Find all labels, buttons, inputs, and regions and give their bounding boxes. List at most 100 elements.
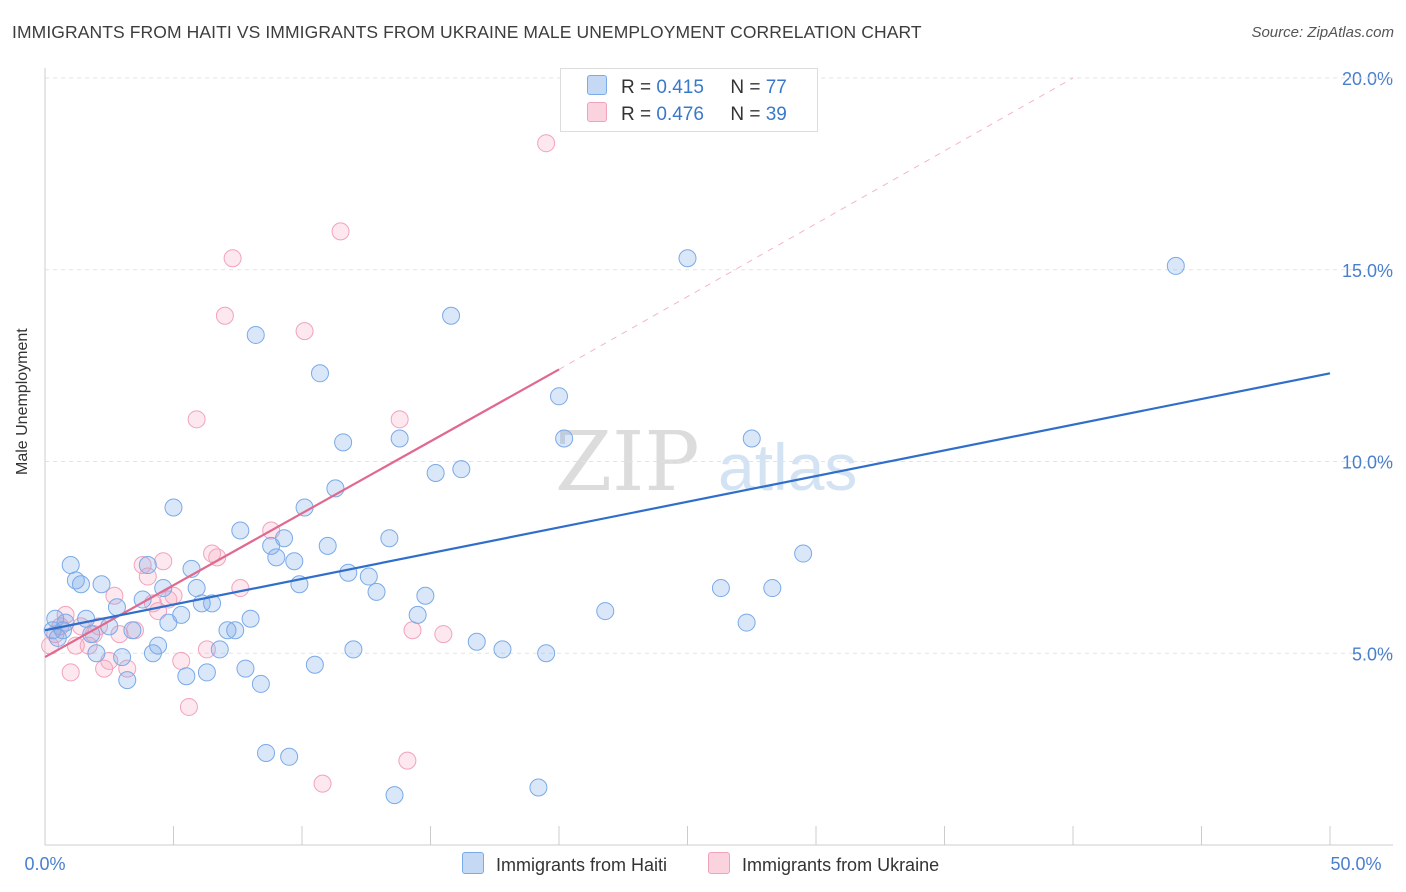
- haiti-point: [493, 640, 512, 659]
- watermark-zip: ZIP: [555, 415, 700, 510]
- haiti-point: [555, 429, 574, 448]
- haiti-point: [77, 609, 96, 628]
- haiti-point: [187, 579, 206, 598]
- haiti-point: [426, 464, 445, 483]
- haiti-point: [334, 433, 353, 452]
- haiti-r-label: R =: [621, 77, 652, 98]
- ukraine-point: [61, 663, 80, 682]
- haiti-point: [177, 667, 196, 686]
- haiti-point: [231, 521, 250, 540]
- haiti-point: [442, 306, 461, 325]
- haiti-point: [197, 663, 216, 682]
- ukraine-point: [390, 410, 409, 429]
- haiti-point: [339, 563, 358, 582]
- x-tick-label-max: 50.0%: [1330, 854, 1381, 874]
- haiti-point: [310, 364, 329, 383]
- haiti-point: [56, 613, 75, 632]
- haiti-point: [380, 529, 399, 548]
- ukraine-point: [79, 636, 98, 655]
- ukraine-point: [295, 322, 314, 341]
- ukraine-point: [398, 751, 417, 770]
- ukraine-point: [537, 134, 556, 153]
- ukraine-point: [313, 774, 332, 793]
- haiti-point: [236, 659, 255, 678]
- haiti-point: [305, 655, 324, 674]
- haiti-n-label: N =: [730, 77, 761, 98]
- ukraine-legend-label: Immigrants from Ukraine: [742, 855, 940, 875]
- haiti-point: [344, 640, 363, 659]
- ukraine-point: [56, 605, 75, 624]
- haiti-point: [123, 621, 142, 640]
- haiti-point: [251, 674, 270, 693]
- haiti-point: [138, 556, 157, 575]
- ukraine-point: [231, 579, 250, 598]
- haiti-point: [285, 552, 304, 571]
- haiti-point: [246, 325, 265, 344]
- haiti-n-value: 77: [765, 77, 787, 98]
- haiti-point: [71, 575, 90, 594]
- haiti-point: [742, 429, 761, 448]
- ukraine-n-label: N =: [730, 104, 761, 125]
- y-tick-label: 20.0%: [1342, 69, 1393, 89]
- ukraine-legend-swatch: [708, 852, 731, 874]
- haiti-point: [390, 429, 409, 448]
- haiti-point: [416, 586, 435, 605]
- stats-legend: R = 0.415 N = 77 R = 0.476 N = 39: [560, 68, 818, 132]
- haiti-point: [359, 567, 378, 586]
- ukraine-r-value: 0.476: [656, 104, 704, 125]
- ukraine-trend-line: [44, 368, 560, 659]
- haiti-point: [87, 644, 106, 663]
- y-tick-label: 15.0%: [1342, 261, 1393, 281]
- haiti-point: [737, 613, 756, 632]
- haiti-point: [763, 579, 782, 598]
- haiti-legend-swatch: [462, 852, 484, 874]
- watermark-atlas: atlas: [718, 430, 857, 504]
- haiti-point: [210, 640, 229, 659]
- haiti-point: [537, 644, 556, 663]
- ukraine-point: [179, 697, 198, 716]
- haiti-point: [711, 579, 730, 598]
- haiti-point: [385, 786, 404, 805]
- haiti-point: [203, 594, 222, 613]
- legend-item-haiti[interactable]: Immigrants from Haiti: [462, 852, 667, 876]
- ukraine-point: [154, 552, 173, 571]
- haiti-point: [596, 602, 615, 621]
- haiti-point: [61, 556, 80, 575]
- haiti-point: [408, 605, 427, 624]
- ukraine-point: [223, 249, 242, 268]
- haiti-point: [267, 548, 286, 567]
- haiti-point: [678, 249, 697, 268]
- source-label: Source: ZipAtlas.com: [1251, 24, 1394, 41]
- haiti-point: [257, 743, 276, 762]
- ukraine-n-value: 39: [765, 104, 787, 125]
- haiti-point: [550, 387, 568, 406]
- haiti-point: [275, 529, 294, 548]
- haiti-point: [318, 536, 337, 555]
- y-tick-label: 5.0%: [1352, 644, 1393, 664]
- haiti-point: [164, 498, 183, 517]
- haiti-point: [367, 582, 386, 601]
- ukraine-point: [434, 625, 453, 644]
- haiti-point: [280, 747, 299, 766]
- ukraine-point: [172, 651, 191, 670]
- haiti-point: [794, 544, 813, 563]
- ukraine-point: [133, 556, 152, 575]
- ukraine-point: [187, 410, 206, 429]
- haiti-legend-label: Immigrants from Haiti: [496, 855, 668, 875]
- ukraine-point: [208, 548, 227, 567]
- legend-row-haiti: R = 0.415 N = 77: [587, 75, 787, 99]
- ukraine-point: [197, 640, 216, 659]
- chart-title: IMMIGRANTS FROM HAITI VS IMMIGRANTS FROM…: [12, 22, 922, 42]
- legend-item-ukraine[interactable]: Immigrants from Ukraine: [708, 852, 939, 876]
- series-legend: Immigrants from Haiti Immigrants from Uk…: [462, 852, 975, 876]
- ukraine-point: [215, 306, 234, 325]
- haiti-point: [226, 621, 245, 640]
- haiti-point: [172, 605, 191, 624]
- haiti-swatch: [587, 75, 607, 95]
- haiti-point: [1166, 256, 1185, 275]
- legend-row-ukraine: R = 0.476 N = 39: [587, 102, 787, 126]
- haiti-point: [149, 636, 168, 655]
- ukraine-point: [403, 621, 422, 640]
- ukraine-r-label: R =: [621, 104, 652, 125]
